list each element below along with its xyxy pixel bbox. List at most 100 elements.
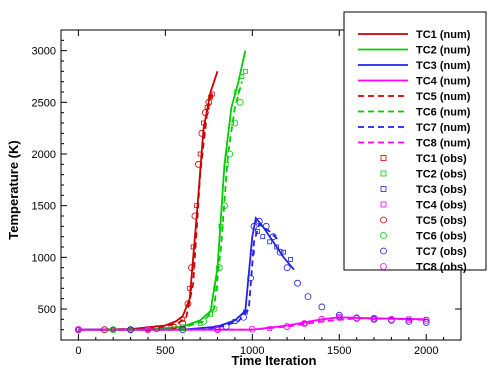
data-point <box>180 316 186 322</box>
data-point <box>302 321 307 326</box>
data-point <box>213 285 219 291</box>
data-point <box>242 309 248 315</box>
data-point <box>239 74 245 79</box>
y-axis-title: Temperature (K) <box>6 140 21 239</box>
legend-marker <box>380 263 387 270</box>
data-point <box>110 327 116 333</box>
legend-label: TC5 (num) <box>416 91 471 103</box>
data-point <box>250 222 258 230</box>
data-point <box>128 327 133 333</box>
legend-label: TC5 (obs) <box>416 215 467 227</box>
data-point <box>179 324 187 332</box>
y-tick-label: 2000 <box>32 149 56 161</box>
data-point <box>335 313 343 321</box>
data-point <box>198 129 206 137</box>
data-point <box>255 229 260 234</box>
data-point <box>267 239 273 245</box>
x-tick-label: 2000 <box>414 345 438 357</box>
data-point <box>370 314 378 322</box>
series-tc1-obs <box>75 91 215 333</box>
legend-box <box>343 11 487 271</box>
legend-label: TC6 (num) <box>416 107 471 119</box>
data-point <box>222 323 230 330</box>
legend-marker <box>380 155 387 161</box>
y-tick-label: 1500 <box>32 201 56 213</box>
legend-label: TC2 (num) <box>416 45 471 57</box>
data-point <box>197 151 203 157</box>
legend-label: TC8 (obs) <box>416 262 467 274</box>
legend-label: TC8 (num) <box>416 138 471 150</box>
data-point <box>422 316 430 324</box>
data-point <box>301 320 308 327</box>
data-point <box>276 248 284 256</box>
data-point <box>194 160 202 168</box>
legend-label: TC3 (obs) <box>416 184 467 196</box>
data-point <box>200 317 208 325</box>
data-point <box>288 256 293 262</box>
data-point <box>145 327 151 333</box>
legend-label: TC7 (obs) <box>416 246 467 258</box>
legend-entry: TC8 (obs) <box>380 262 467 274</box>
data-point <box>294 279 301 287</box>
legend-entry: TC2 (obs) <box>380 169 467 181</box>
data-point <box>236 98 244 106</box>
data-point <box>249 249 255 255</box>
data-point <box>247 274 254 282</box>
series-layer <box>74 50 430 334</box>
data-point <box>371 315 377 321</box>
data-point <box>304 293 312 301</box>
data-point <box>422 319 430 326</box>
data-point <box>204 105 210 110</box>
data-point <box>388 315 395 323</box>
data-point <box>201 109 209 117</box>
data-point <box>240 313 248 321</box>
y-tick-label: 2500 <box>32 97 56 109</box>
data-point <box>262 222 270 230</box>
legend-entry: TC2 (num) <box>358 45 471 57</box>
data-point <box>260 234 266 240</box>
data-point <box>318 303 326 311</box>
series-line-tc2-num <box>78 50 247 331</box>
data-point <box>274 244 280 250</box>
legend-entry: TC1 (num) <box>358 29 471 41</box>
legend-label: TC1 (num) <box>416 29 471 41</box>
legend-label: TC6 (obs) <box>416 231 467 243</box>
data-point <box>210 305 218 313</box>
data-point <box>188 264 195 272</box>
data-point <box>335 311 343 319</box>
x-tick-label: 1000 <box>240 345 264 357</box>
data-point <box>187 285 193 291</box>
data-point <box>197 321 203 326</box>
data-point <box>234 89 240 95</box>
x-tick-label: 0 <box>75 345 81 357</box>
data-point <box>209 91 215 97</box>
x-axis-title: Time Iteration <box>231 353 316 368</box>
legend-label: TC1 (obs) <box>416 153 467 165</box>
legend-entry: TC7 (num) <box>358 122 471 134</box>
data-point <box>171 324 177 329</box>
x-tick-label: 500 <box>156 345 174 357</box>
data-point <box>208 311 213 317</box>
data-point <box>191 212 199 220</box>
data-point <box>153 325 161 333</box>
y-tick-label: 1000 <box>32 252 56 264</box>
data-point <box>75 327 81 333</box>
legend-marker <box>380 170 387 177</box>
data-point <box>255 217 263 225</box>
legend-label: TC3 (num) <box>416 60 471 72</box>
data-point <box>74 326 82 334</box>
data-point <box>242 68 248 74</box>
data-point <box>218 223 224 229</box>
legend-entry: TC4 (obs) <box>380 200 467 212</box>
series-tc6-obs <box>74 98 244 334</box>
legend-entry: TC6 (obs) <box>380 231 467 243</box>
data-point <box>201 120 207 126</box>
data-point <box>215 327 220 333</box>
series-line-tc6-num <box>78 81 243 331</box>
legend-entry: TC4 (num) <box>358 76 471 88</box>
y-tick-label: 3000 <box>32 46 56 58</box>
legend-label: TC4 (num) <box>416 76 471 88</box>
legend: TC1 (num) TC2 (num) TC3 (num) TC4 (num) TC5 … <box>343 11 487 274</box>
data-point <box>267 326 273 332</box>
data-point <box>221 202 228 210</box>
